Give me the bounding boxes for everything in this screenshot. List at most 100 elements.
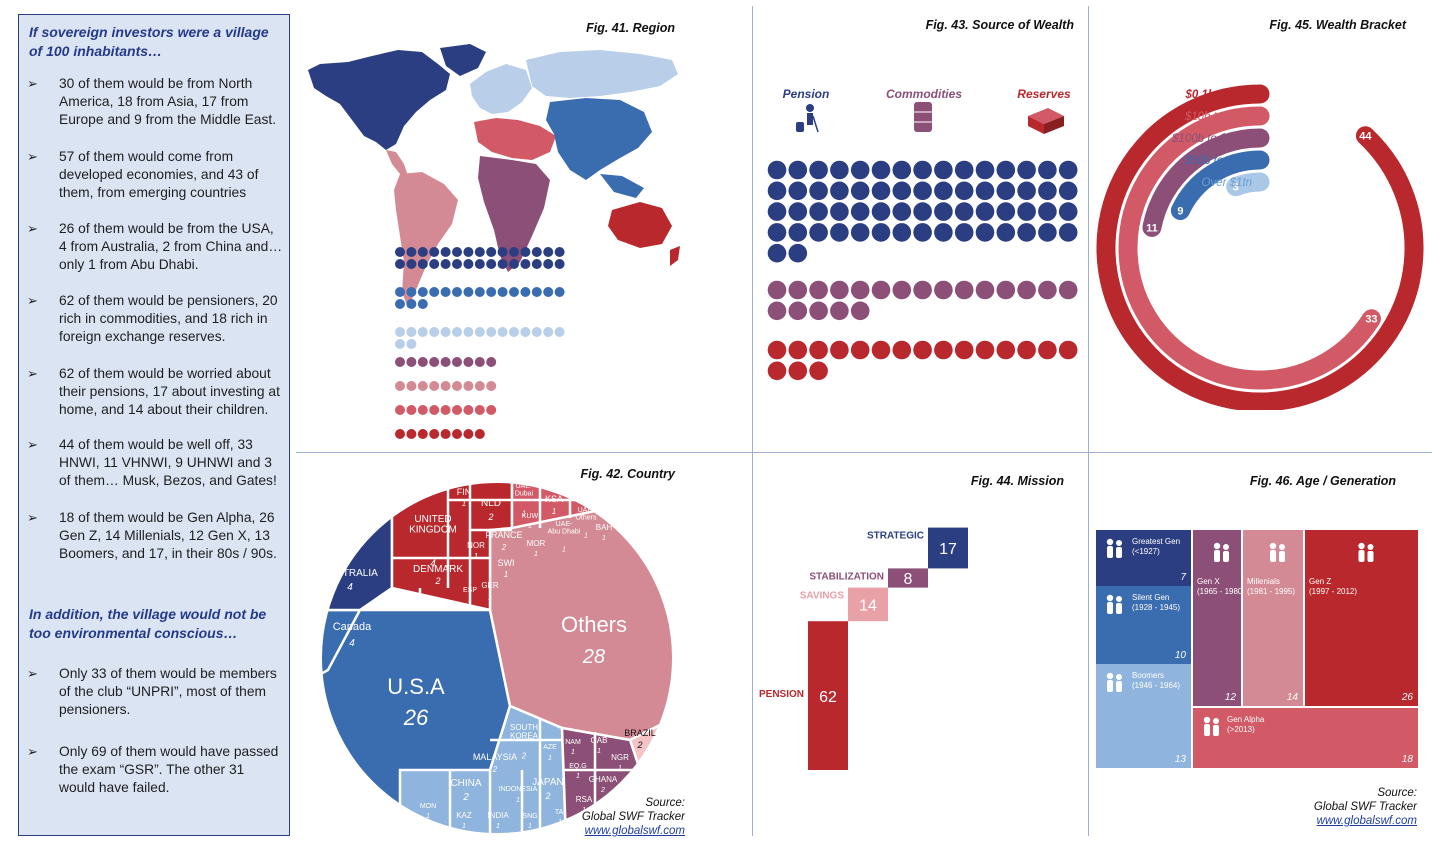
fig45-wealth-bracket-chart: 44 $0.1b to $9b 33 $10b to $49b 11 $100b to $… — [1096, 84, 1424, 410]
fig43-headers: Pension Commodities Reserves — [783, 87, 1071, 101]
source-label: Source: — [645, 797, 685, 809]
country-label: SWI — [498, 558, 515, 568]
country-label: UAE-Others — [575, 507, 597, 521]
bracket-value: 44 — [1359, 131, 1372, 143]
country-value: 2 — [501, 543, 507, 552]
generation-value: 13 — [1175, 754, 1187, 765]
country-value: 2 — [487, 512, 493, 522]
country-value: 1 — [496, 823, 500, 830]
wealth-dot — [954, 181, 974, 201]
region-dot — [474, 429, 485, 439]
sidebar-bullet-text: 62 of them would be worried about their … — [59, 366, 280, 417]
wealth-dot — [809, 361, 828, 381]
wealth-dot — [1058, 202, 1078, 221]
wealth-dot — [892, 181, 912, 201]
map-southeast-asia — [600, 174, 644, 198]
region-dot — [463, 429, 474, 439]
wealth-dot — [830, 160, 849, 180]
wealth-dot — [1017, 181, 1036, 201]
wealth-dot — [934, 340, 953, 360]
wealth-dot — [767, 181, 787, 201]
country-label: NOR — [467, 541, 485, 550]
generation-value: 12 — [1225, 692, 1237, 703]
generation-years: (1965 - 1980) — [1197, 587, 1245, 596]
fig42-country-chart: U.S.A 26 Others 28 Canada 4 AUSTRALIA 4 UNITED KI… — [320, 481, 674, 835]
divider-horizontal — [296, 452, 1432, 453]
mission-label: PENSION — [759, 689, 804, 700]
country-label: SOUTH KOREA — [510, 723, 539, 740]
region-dot — [406, 405, 417, 415]
arrow-bullet-icon: ➢ — [27, 76, 38, 91]
fig45-rings: 44 $0.1b to $9b 33 $10b to $49b 11 $100b to $… — [1096, 84, 1424, 410]
country-value: 1 — [597, 748, 601, 755]
person-icon — [1203, 716, 1219, 736]
bracket-ring — [1170, 150, 1270, 221]
region-dot — [429, 405, 440, 415]
region-dot — [463, 357, 474, 367]
region-dot — [531, 287, 542, 297]
region-dot — [406, 259, 417, 269]
wealth-dot — [871, 160, 891, 180]
wealth-dot — [767, 160, 787, 180]
wealth-dot — [809, 301, 828, 321]
country-value: 1 — [474, 552, 478, 561]
country-label: KSA — [545, 494, 563, 504]
country-value: 26 — [403, 705, 429, 730]
sidebar-bullet: ➢ Only 33 of them would be members of the… — [27, 665, 283, 719]
wealth-dot — [850, 223, 870, 242]
region-dot — [417, 327, 428, 337]
region-dot — [531, 327, 542, 337]
wealth-dot — [767, 223, 787, 242]
sidebar-bullet: ➢ 26 of them would be from the USA, 4 fro… — [27, 220, 283, 274]
country-label: KAZ — [456, 811, 472, 820]
fig46-cells: Greatest Gen(<1927) 7 Silent Gen(1928 - 19… — [1096, 530, 1418, 768]
country-label: INDIA — [487, 811, 509, 820]
map-new-zealand — [670, 246, 680, 266]
source-link[interactable]: www.globalswf.com — [1316, 815, 1417, 827]
wealth-dot — [830, 223, 849, 242]
generation-years: (1997 - 2012) — [1309, 587, 1357, 596]
wealth-dot — [1017, 223, 1036, 242]
region-dot — [486, 247, 497, 257]
country-value: 4 — [430, 559, 436, 570]
fig41-dot-rows — [395, 247, 565, 439]
region-dot — [497, 287, 508, 297]
country-label: NGR — [611, 753, 629, 762]
region-dot — [395, 429, 405, 439]
sidebar-bullet-text: 44 of them would be well off, 33 HNWI, 1… — [59, 437, 277, 488]
wealth-dot — [850, 340, 870, 360]
region-dot — [486, 381, 497, 391]
country-label: GER — [481, 581, 499, 590]
bracket-ring — [1118, 106, 1381, 390]
wealth-dot — [871, 340, 891, 360]
country-value: 2 — [636, 740, 642, 750]
region-dot — [417, 429, 428, 439]
wealth-dot — [788, 243, 808, 263]
oil-barrel-icon — [914, 102, 932, 132]
wealth-dot — [850, 301, 870, 321]
fig41-title: Fig. 41. Region — [586, 21, 675, 35]
region-dot — [440, 287, 451, 297]
generation-name: Millenials — [1247, 577, 1280, 586]
region-dot — [395, 259, 405, 269]
wealth-dot — [975, 340, 995, 360]
arrow-bullet-icon: ➢ — [27, 744, 38, 759]
sidebar-panel: If sovereign investors were a village of… — [18, 14, 290, 836]
wealth-dot — [913, 280, 932, 300]
map-australia — [608, 202, 672, 248]
generation-name: Greatest Gen — [1132, 537, 1180, 546]
country-value: 1 — [528, 523, 532, 530]
wealth-dot — [809, 202, 828, 221]
wealth-source-label: Reserves — [1017, 87, 1071, 101]
wealth-dot — [809, 280, 828, 300]
wealth-dot — [913, 160, 932, 180]
map-europe — [470, 64, 532, 114]
region-dot — [395, 357, 405, 367]
person-icon — [1106, 672, 1122, 692]
country-value: 2 — [521, 751, 527, 760]
wealth-dot — [954, 223, 974, 242]
source-link[interactable]: www.globalswf.com — [584, 825, 685, 837]
region-dot — [406, 299, 417, 309]
wealth-dot — [1038, 280, 1057, 300]
region-dot — [406, 339, 417, 349]
